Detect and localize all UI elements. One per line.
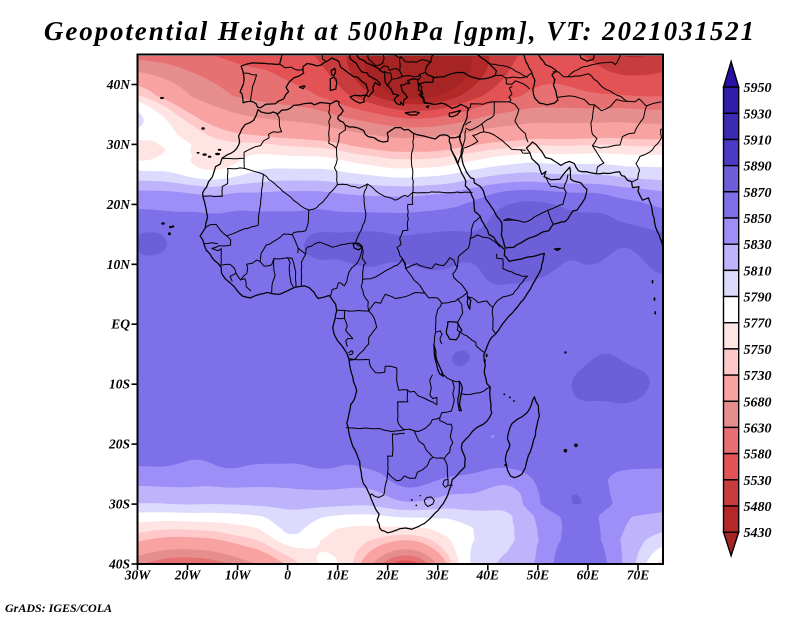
svg-text:EQ: EQ — [110, 317, 130, 332]
svg-text:10S: 10S — [109, 377, 130, 392]
svg-text:30E: 30E — [426, 568, 450, 583]
svg-text:0: 0 — [284, 568, 291, 583]
svg-text:40E: 40E — [476, 568, 500, 583]
svg-text:5770: 5770 — [744, 317, 772, 332]
svg-text:Geopotential Height at 500hPa: Geopotential Height at 500hPa [gpm], VT:… — [44, 16, 756, 46]
svg-text:40N: 40N — [106, 77, 132, 92]
svg-text:5750: 5750 — [744, 343, 772, 358]
svg-text:5930: 5930 — [744, 107, 772, 122]
svg-text:5790: 5790 — [744, 291, 772, 306]
svg-text:5870: 5870 — [744, 186, 772, 201]
svg-text:20N: 20N — [106, 197, 132, 212]
svg-text:5950: 5950 — [744, 81, 772, 96]
svg-text:GrADS: IGES/COLA: GrADS: IGES/COLA — [5, 601, 112, 615]
svg-text:5850: 5850 — [744, 212, 772, 227]
svg-text:5910: 5910 — [744, 134, 772, 149]
svg-text:5730: 5730 — [744, 369, 772, 384]
svg-text:5530: 5530 — [744, 474, 772, 489]
svg-text:30W: 30W — [124, 568, 152, 583]
svg-text:5480: 5480 — [744, 500, 772, 515]
svg-text:5680: 5680 — [744, 395, 772, 410]
svg-text:40S: 40S — [108, 557, 130, 572]
svg-text:5630: 5630 — [744, 421, 772, 436]
svg-text:60E: 60E — [577, 568, 600, 583]
svg-text:20W: 20W — [174, 568, 202, 583]
svg-text:20E: 20E — [375, 568, 399, 583]
svg-text:70E: 70E — [627, 568, 650, 583]
svg-text:5580: 5580 — [744, 448, 772, 463]
svg-text:30N: 30N — [106, 137, 132, 152]
svg-text:5430: 5430 — [744, 526, 772, 541]
svg-text:30S: 30S — [108, 497, 130, 512]
svg-text:5890: 5890 — [744, 160, 772, 175]
svg-text:5810: 5810 — [744, 264, 772, 279]
svg-text:5830: 5830 — [744, 238, 772, 253]
svg-text:20S: 20S — [108, 437, 130, 452]
svg-text:10E: 10E — [326, 568, 349, 583]
svg-text:50E: 50E — [527, 568, 550, 583]
svg-text:10N: 10N — [107, 257, 132, 272]
svg-text:10W: 10W — [225, 568, 252, 583]
